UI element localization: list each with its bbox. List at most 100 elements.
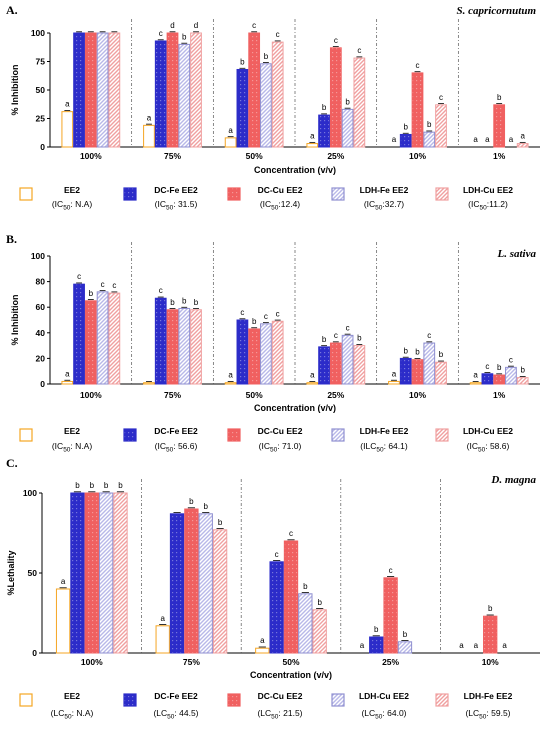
significance-letter: a [502, 641, 507, 650]
legend-label: LDH-Fe EE2 [360, 426, 409, 436]
significance-letter: c [289, 529, 293, 538]
legend-swatch [227, 187, 241, 201]
bar-dc-fe-ee2 [369, 636, 384, 654]
bar-dc-cu-ee2 [248, 32, 261, 148]
significance-letter: a [260, 636, 265, 645]
significance-letter: c [416, 61, 420, 70]
significance-letter: b [104, 481, 109, 490]
x-tick-label: 25% [327, 151, 344, 161]
bar-ldh-fe-ee2 [260, 63, 272, 148]
legend-swatch [123, 187, 137, 201]
bar-dc-cu-ee2 [329, 342, 342, 385]
y-tick-label: 0 [40, 379, 45, 389]
significance-letter: c [509, 355, 513, 364]
bar-ldh-fe-ee2 [178, 307, 191, 385]
legend-label: DC-Cu EE2 [258, 426, 303, 436]
legend-swatch [227, 428, 241, 442]
significance-letter: c [77, 272, 81, 281]
significance-letter: b [90, 481, 95, 490]
bar-dc-cu-ee2 [248, 328, 261, 385]
significance-letter: a [65, 369, 70, 378]
significance-letter: a [360, 641, 365, 650]
legend-label: LDH-Fe EE2 [360, 185, 409, 195]
significance-letter: a [65, 100, 70, 109]
bar-dc-fe-ee2 [73, 283, 85, 385]
bar-dc-cu-ee2 [493, 374, 506, 385]
legend-swatch [19, 187, 33, 201]
bar-dc-cu-ee2 [84, 492, 99, 654]
significance-letter: b [182, 32, 187, 41]
bar-dc-fe-ee2 [154, 40, 167, 148]
significance-letter: b [415, 348, 420, 357]
bar-ldh-cu-ee2 [108, 32, 121, 148]
x-tick-label: 10% [409, 390, 426, 400]
legend-swatch [435, 428, 449, 442]
legend-label: DC-Cu EE2 [258, 691, 303, 701]
x-tick-label: 75% [183, 657, 200, 667]
legend-label: DC-Fe EE2 [154, 185, 198, 195]
significance-letter: d [170, 21, 174, 30]
significance-letter: a [473, 371, 478, 380]
bar-ldh-cu-ee2 [271, 320, 284, 385]
legend-ic-value: (LC50: 59.5) [465, 708, 510, 721]
legend-ic-value: (IC50: 31.5) [155, 199, 198, 212]
bar-ldh-fe-ee2 [113, 492, 128, 654]
legend-label: DC-Cu EE2 [258, 185, 303, 195]
x-tick-label: 100% [80, 390, 102, 400]
legend-swatch [123, 428, 137, 442]
legend-swatch [19, 428, 33, 442]
y-axis-title: %Lethality [6, 550, 16, 595]
chart-panel-b: B. L. sativa 0 20 40 60 80 100 % Inhibition 100% a… [6, 232, 540, 454]
significance-letter: a [509, 135, 514, 144]
bar-dc-fe-ee2 [154, 297, 167, 385]
bar-dc-cu-ee2 [84, 300, 97, 385]
y-tick-label: 0 [40, 142, 45, 152]
significance-letter: b [89, 289, 94, 298]
bar-ldh-cu-ee2 [516, 377, 529, 385]
significance-letter: b [497, 363, 502, 372]
chart-panel-a: A. S. capricornutum 0 25 50 75 100 % Inhibition… [6, 3, 540, 212]
significance-letter: c [264, 312, 268, 321]
bar-dc-cu-ee2 [493, 104, 506, 148]
legend-ic-value: (IC50:12.4) [260, 199, 300, 212]
significance-letter: c [159, 29, 163, 38]
significance-letter: a [147, 113, 152, 122]
significance-letter: c [334, 36, 338, 45]
y-axis-title: % Inhibition [10, 295, 20, 346]
bar-ee2 [469, 382, 482, 385]
bar-ee2 [155, 625, 170, 654]
bar-ee2 [224, 137, 237, 148]
significance-letter: c [252, 21, 256, 30]
bar-ee2 [224, 382, 237, 385]
legend-ic-value: (LC50: 21.5) [257, 708, 302, 721]
significance-letter: b [403, 630, 408, 639]
bar-dc-fe-ee2 [73, 32, 85, 148]
legend-label: DC-Fe EE2 [154, 691, 198, 701]
x-tick-label: 75% [164, 151, 181, 161]
x-axis-title: Concentration (v/v) [254, 403, 336, 413]
bar-dc-fe-ee2 [318, 346, 330, 385]
significance-letter: b [404, 122, 409, 131]
significance-letter: c [101, 280, 105, 289]
bar-ldh-cu-ee2 [353, 57, 366, 148]
x-tick-label: 100% [80, 151, 102, 161]
legend-ic-value: (LC50: N.A) [51, 708, 94, 721]
x-tick-label: 25% [327, 390, 344, 400]
y-tick-label: 100 [31, 28, 45, 38]
bar-ldh-cu-ee2 [435, 361, 447, 385]
bar-ldh-cu-ee2 [435, 104, 447, 148]
significance-letter: c [427, 331, 431, 340]
legend-label: LDH-Cu EE2 [359, 691, 409, 701]
species-title: S. capricornutum [457, 5, 537, 17]
bar-dc-fe-ee2 [169, 513, 185, 654]
bar-ee2 [306, 143, 319, 148]
bar-ldh-cu-ee2 [108, 292, 121, 385]
significance-letter: b [218, 518, 223, 527]
legend-ic-value: (LC50: 64.0) [361, 708, 406, 721]
x-axis-title: Concentration (v/v) [254, 165, 336, 175]
bar-ldh-fe-ee2 [423, 342, 436, 385]
bar-ee2 [388, 380, 400, 385]
x-tick-label: 100% [81, 657, 103, 667]
bar-ee2 [55, 588, 71, 654]
